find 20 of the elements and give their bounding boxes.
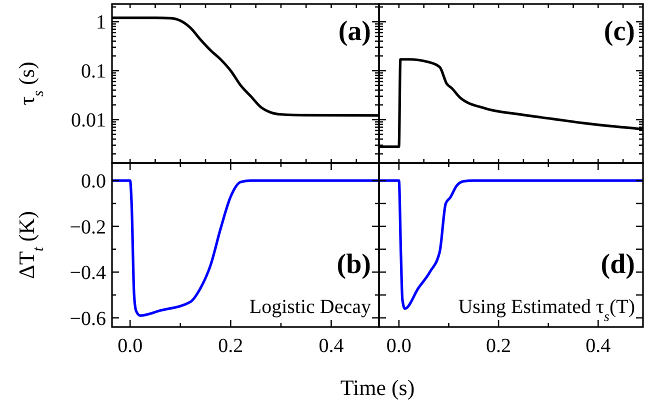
x-tick-label: 0.2: [486, 335, 512, 357]
y-tick-label: −0.6: [70, 308, 106, 330]
annotation: (a): [338, 16, 371, 47]
y-tick-label: −0.2: [70, 216, 106, 238]
x-tick-label: 0.2: [218, 335, 244, 357]
annotation: (d): [600, 249, 635, 280]
x-tick-label: 0.0: [386, 335, 412, 357]
x-tick-label: 0.4: [586, 335, 611, 357]
x-axis-title: Time (s): [340, 375, 415, 400]
y-tick-label: 1: [96, 12, 106, 34]
annotation: (b): [336, 249, 371, 280]
y-tick-label: 0.01: [71, 110, 106, 132]
y-tick-label: −0.4: [70, 262, 106, 284]
y-tick-label: 0.1: [81, 60, 106, 83]
y-tick-label: 0.0: [81, 170, 106, 193]
x-tick-label: 0.0: [118, 335, 143, 357]
annotation: Using Estimated τ$_{s}$(T): [458, 296, 635, 324]
x-tick-label: 0.4: [318, 335, 344, 357]
annotation: (c): [604, 16, 635, 47]
annotation: Logistic Decay: [249, 296, 371, 318]
